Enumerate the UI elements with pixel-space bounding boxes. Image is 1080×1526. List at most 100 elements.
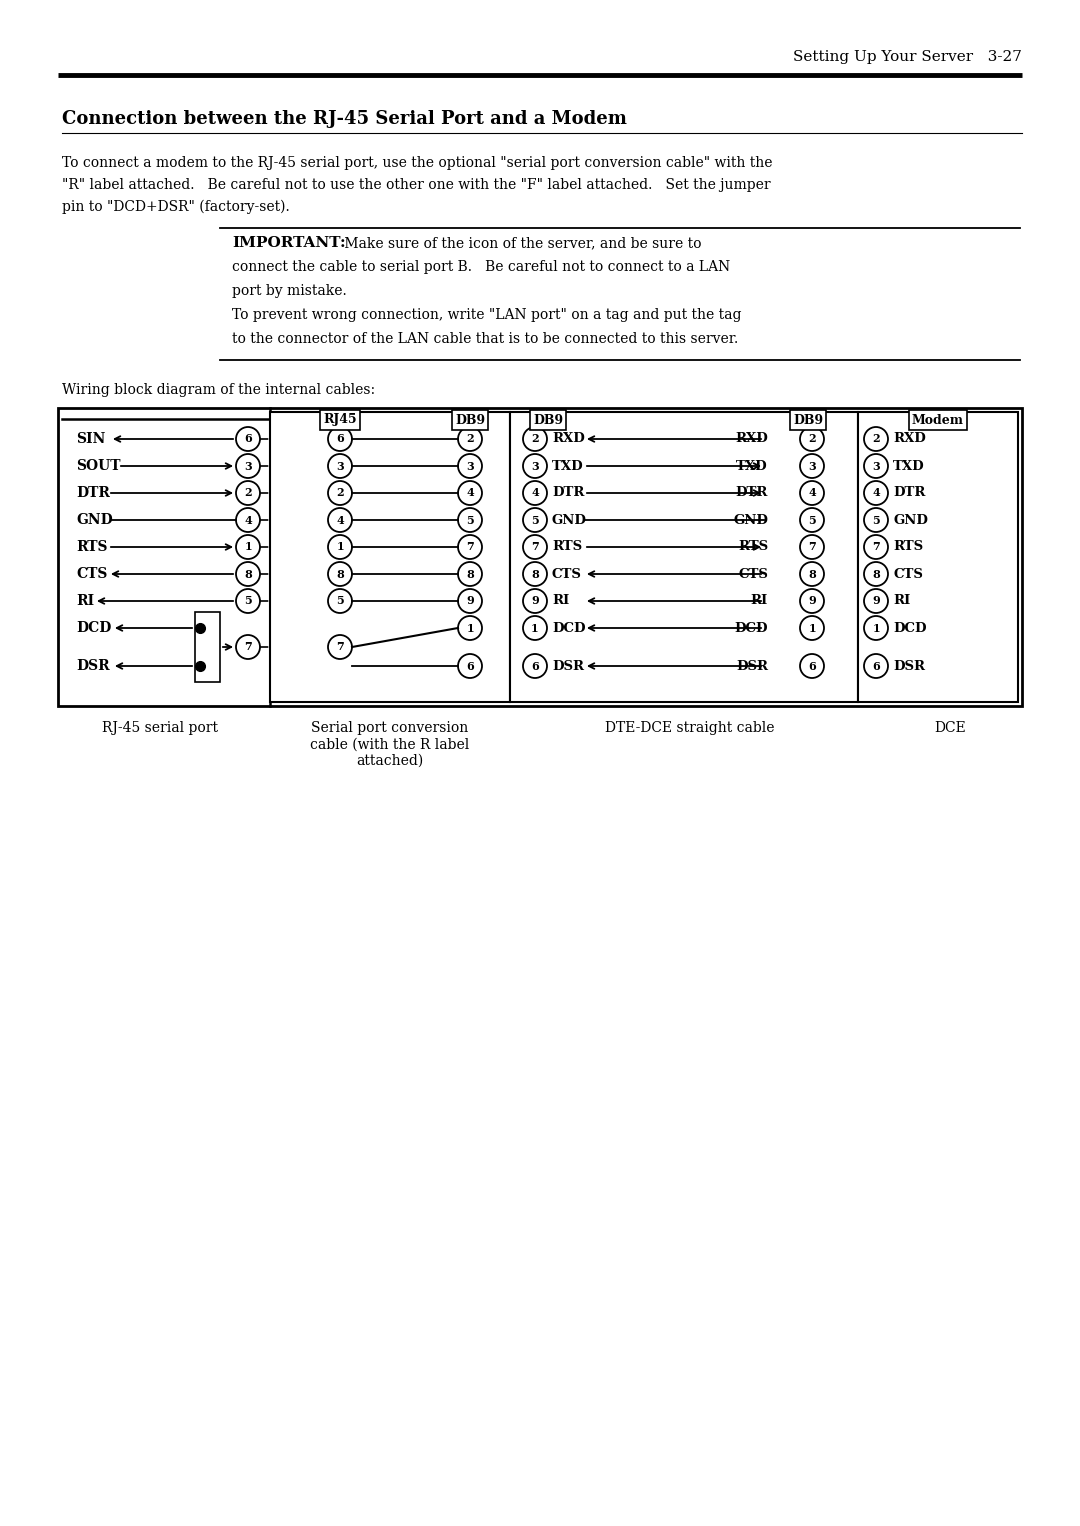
Text: 8: 8 [467,569,474,580]
Text: 5: 5 [808,514,815,525]
Text: Connection between the RJ-45 Serial Port and a Modem: Connection between the RJ-45 Serial Port… [62,110,626,128]
Bar [270,412,510,702]
Text: TXD: TXD [893,459,924,473]
Text: 7: 7 [873,542,880,552]
Bar [510,412,858,702]
Text: 4: 4 [873,487,880,499]
Text: RI: RI [751,595,768,607]
Text: Wiring block diagram of the internal cables:: Wiring block diagram of the internal cab… [62,383,375,397]
Text: 8: 8 [531,569,539,580]
Text: DSR: DSR [735,659,768,673]
Text: Make sure of the icon of the server, and be sure to: Make sure of the icon of the server, and… [340,237,702,250]
Text: 2: 2 [336,487,343,499]
Text: 2: 2 [467,433,474,444]
Text: DTR: DTR [893,487,926,499]
Text: 5: 5 [467,514,474,525]
Text: 3: 3 [336,461,343,472]
Text: 7: 7 [244,641,252,653]
Text: 2: 2 [244,487,252,499]
Text: RJ-45 serial port: RJ-45 serial port [102,720,218,736]
Text: pin to "DCD+DSR" (factory-set).: pin to "DCD+DSR" (factory-set). [62,200,289,214]
Text: GND: GND [893,514,928,526]
Text: TXD: TXD [552,459,583,473]
Text: 6: 6 [244,433,252,444]
Text: 7: 7 [531,542,539,552]
Text: "R" label attached.   Be careful not to use the other one with the "F" label att: "R" label attached. Be careful not to us… [62,179,771,192]
Text: 5: 5 [531,514,539,525]
Text: DB9: DB9 [532,414,563,426]
Text: GND: GND [733,514,768,526]
Text: 9: 9 [467,595,474,606]
Text: 9: 9 [531,595,539,606]
Text: RJ45: RJ45 [323,414,356,426]
Text: DTR: DTR [552,487,584,499]
Text: 1: 1 [244,542,252,552]
Text: RXD: RXD [735,432,768,446]
Text: RTS: RTS [893,540,923,554]
Text: 7: 7 [336,641,343,653]
Text: 6: 6 [808,661,815,671]
Text: DCE: DCE [934,720,966,736]
Text: RI: RI [76,594,94,607]
Text: 6: 6 [336,433,343,444]
Text: 2: 2 [873,433,880,444]
Text: 9: 9 [873,595,880,606]
Text: SOUT: SOUT [76,459,121,473]
Text: 6: 6 [467,661,474,671]
Text: DCD: DCD [76,621,111,635]
Bar [195,612,220,682]
Text: 3: 3 [873,461,880,472]
Text: DTE-DCE straight cable: DTE-DCE straight cable [605,720,774,736]
Text: RXD: RXD [552,432,584,446]
Text: 4: 4 [244,514,252,525]
Text: 3: 3 [467,461,474,472]
Text: DB9: DB9 [455,414,485,426]
Text: DSR: DSR [893,659,924,673]
Text: RTS: RTS [552,540,582,554]
Text: DCD: DCD [893,621,927,635]
Text: Serial port conversion
cable (with the R label
attached): Serial port conversion cable (with the R… [310,720,470,768]
Text: 4: 4 [531,487,539,499]
Text: 6: 6 [873,661,880,671]
Text: CTS: CTS [552,568,582,580]
Text: GND: GND [76,513,112,526]
Bar [58,407,1022,707]
Text: GND: GND [552,514,586,526]
Text: CTS: CTS [738,568,768,580]
Text: 3: 3 [531,461,539,472]
Text: 1: 1 [873,623,880,633]
Text: 1: 1 [467,623,474,633]
Text: 6: 6 [531,661,539,671]
Text: DSR: DSR [552,659,584,673]
Text: TXD: TXD [737,459,768,473]
Text: 3: 3 [244,461,252,472]
Text: 8: 8 [873,569,880,580]
Text: to the connector of the LAN cable that is to be connected to this server.: to the connector of the LAN cable that i… [232,333,739,346]
Text: Setting Up Your Server   3-27: Setting Up Your Server 3-27 [793,50,1022,64]
Text: port by mistake.: port by mistake. [232,284,347,298]
Text: DSR: DSR [76,659,110,673]
Text: To connect a modem to the RJ-45 serial port, use the optional "serial port conve: To connect a modem to the RJ-45 serial p… [62,156,772,169]
Text: 5: 5 [873,514,880,525]
Text: 1: 1 [336,542,343,552]
Text: 8: 8 [336,569,343,580]
Text: 9: 9 [808,595,815,606]
Text: 2: 2 [531,433,539,444]
Text: 5: 5 [336,595,343,606]
Text: 2: 2 [808,433,815,444]
Text: 1: 1 [808,623,815,633]
Text: Modem: Modem [912,414,964,426]
Text: 1: 1 [531,623,539,633]
Text: DTR: DTR [76,485,110,501]
Text: CTS: CTS [76,568,107,581]
Text: 3: 3 [808,461,815,472]
Text: DTR: DTR [735,487,768,499]
Text: DCD: DCD [734,621,768,635]
Text: 4: 4 [336,514,343,525]
Text: SIN: SIN [76,432,106,446]
Text: RTS: RTS [738,540,768,554]
Text: To prevent wrong connection, write "LAN port" on a tag and put the tag: To prevent wrong connection, write "LAN … [232,308,742,322]
Text: 4: 4 [808,487,815,499]
Text: RI: RI [552,595,569,607]
Text: 5: 5 [244,595,252,606]
